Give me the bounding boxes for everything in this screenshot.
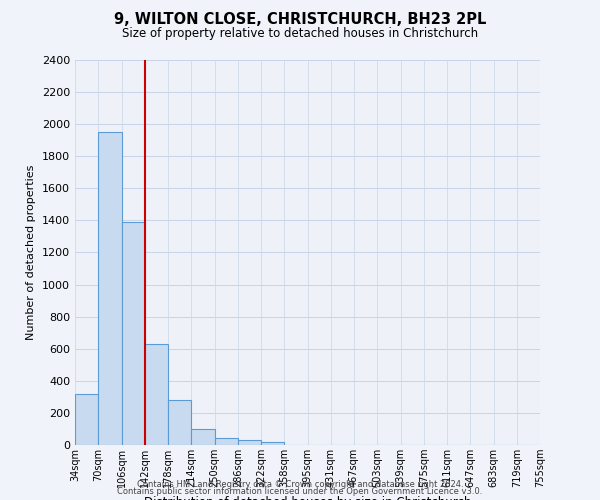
Bar (145, 344, 168, 445)
Text: Contains public sector information licensed under the Open Government Licence v3: Contains public sector information licen… (118, 487, 482, 496)
Text: Size of property relative to detached houses in Christchurch: Size of property relative to detached ho… (122, 28, 478, 40)
X-axis label: Distribution of detached houses by size in Christchurch: Distribution of detached houses by size … (144, 496, 471, 500)
Bar (215, 438, 238, 445)
Text: Contains HM Land Registry data © Crown copyright and database right 2024.: Contains HM Land Registry data © Crown c… (137, 480, 463, 489)
Bar (168, 400, 191, 445)
Bar (261, 442, 284, 445)
Bar (191, 429, 215, 445)
Bar (238, 440, 261, 445)
Bar (98, 132, 121, 445)
Bar (121, 222, 145, 445)
Bar (75, 394, 98, 445)
Text: 9, WILTON CLOSE, CHRISTCHURCH, BH23 2PL: 9, WILTON CLOSE, CHRISTCHURCH, BH23 2PL (114, 12, 486, 28)
Y-axis label: Number of detached properties: Number of detached properties (26, 165, 37, 340)
